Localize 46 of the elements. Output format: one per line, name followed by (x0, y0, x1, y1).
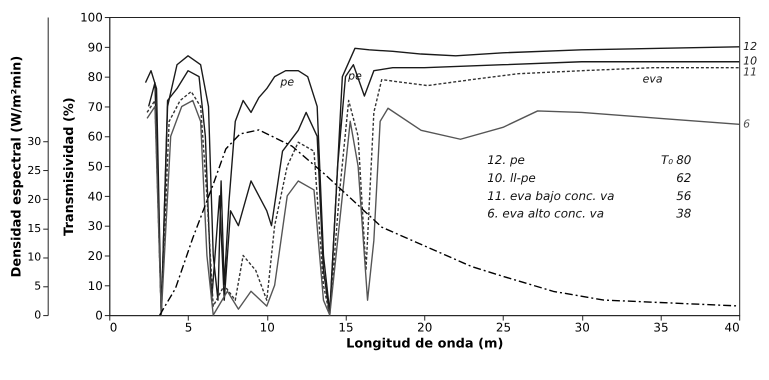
annotation: eva (642, 72, 663, 86)
series-label: 6 (743, 117, 750, 130)
y-tick-label: 70 (88, 100, 103, 114)
y2-tick-label: 25 (27, 164, 42, 177)
y2-tick-label: 0 (34, 308, 42, 322)
x-tick-label: 40 (724, 320, 740, 334)
x-tick-label: 10 (260, 320, 275, 334)
annotation: T₀ (661, 153, 674, 168)
y-tick-label: 60 (88, 130, 103, 144)
line-series (158, 129, 737, 316)
annotation: 10. ll-pe (487, 170, 536, 185)
annotation: 6. eva alto conc. va (487, 206, 604, 221)
annotation: 62 (676, 170, 692, 185)
y-tick-label: 40 (88, 189, 103, 204)
x-tick-label: 35 (653, 320, 669, 334)
annotation: 80 (676, 153, 692, 168)
x-tick-label: 5 (184, 320, 192, 334)
y2-tick-label: 10 (27, 250, 42, 264)
y-tick-label: 90 (88, 40, 103, 54)
y2-axis-title: Densidad espectral (W/m²min) (9, 56, 24, 278)
y2-tick-label: 15 (27, 222, 42, 235)
annotation: 56 (676, 188, 692, 203)
y-tick-label: 0 (95, 308, 103, 323)
y-tick-label: 80 (88, 70, 103, 84)
annotation: 11. eva bajo conc. va (487, 188, 614, 203)
y2-tick-label: 5 (34, 280, 42, 293)
y-tick-label: 100 (80, 10, 103, 25)
y2-tick-label: 20 (27, 192, 42, 206)
x-tick-label: 25 (496, 320, 512, 334)
y-tick-label: 30 (88, 219, 103, 234)
annotation: 12. pe (487, 153, 525, 168)
y-axis-title: Transmisividad (%) (62, 97, 78, 236)
x-axis-title: Longitud de onda (m) (346, 336, 504, 352)
x-tick-label: 30 (574, 320, 590, 334)
x-tick-label: 15 (338, 320, 354, 334)
y2-tick-label: 30 (27, 134, 42, 148)
series-label: 10 (743, 54, 758, 68)
series-label: 11 (743, 66, 758, 79)
series-label: 12 (743, 40, 758, 53)
y-tick-label: 50 (88, 160, 103, 174)
annotation: pe (279, 76, 294, 89)
x-tick-label: 0 (110, 320, 118, 334)
y-tick-label: 10 (88, 278, 103, 293)
annotation: 38 (676, 206, 692, 221)
x-tick-label: 20 (417, 320, 432, 334)
y-tick-label: 20 (88, 248, 103, 263)
